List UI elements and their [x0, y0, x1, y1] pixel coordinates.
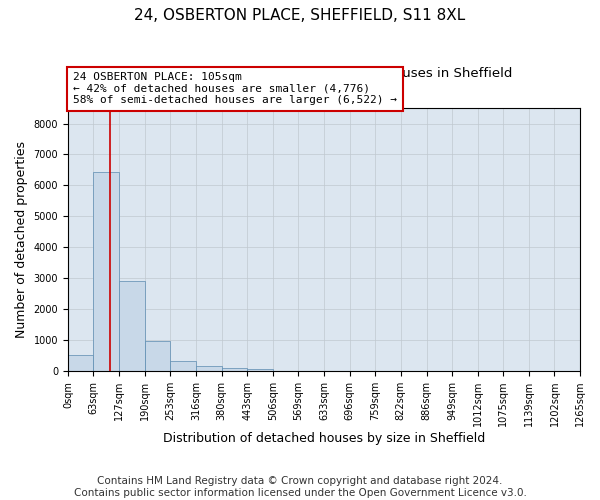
Text: Contains HM Land Registry data © Crown copyright and database right 2024.
Contai: Contains HM Land Registry data © Crown c…: [74, 476, 526, 498]
Text: 24, OSBERTON PLACE, SHEFFIELD, S11 8XL: 24, OSBERTON PLACE, SHEFFIELD, S11 8XL: [134, 8, 466, 22]
X-axis label: Distribution of detached houses by size in Sheffield: Distribution of detached houses by size …: [163, 432, 485, 445]
Bar: [68, 354, 94, 371]
Bar: [196, 366, 222, 371]
Bar: [94, 172, 119, 371]
Bar: [247, 369, 273, 371]
Bar: [145, 342, 170, 371]
Bar: [119, 281, 145, 371]
Y-axis label: Number of detached properties: Number of detached properties: [15, 141, 28, 338]
Text: 24 OSBERTON PLACE: 105sqm
← 42% of detached houses are smaller (4,776)
58% of se: 24 OSBERTON PLACE: 105sqm ← 42% of detac…: [73, 72, 397, 106]
Bar: [222, 368, 247, 371]
Title: Size of property relative to detached houses in Sheffield: Size of property relative to detached ho…: [136, 68, 512, 80]
Bar: [170, 361, 196, 371]
